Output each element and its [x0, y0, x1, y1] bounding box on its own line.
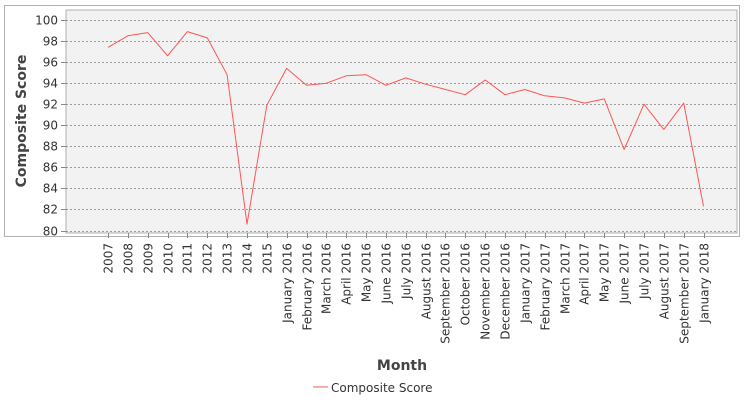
x-tick-label: January 2017: [519, 243, 533, 324]
y-tick-label: 98: [43, 35, 58, 49]
x-tick-label: November 2016: [479, 243, 493, 340]
y-tick-label: 92: [43, 98, 58, 112]
y-tick-label: 96: [43, 56, 58, 70]
y-tick-label: 90: [43, 119, 58, 133]
x-tick-label: 2012: [201, 243, 215, 274]
y-tick-label: 94: [43, 77, 58, 91]
x-tick-label: April 2016: [340, 243, 354, 305]
x-tick-label: 2008: [122, 243, 136, 274]
x-tick-label: April 2017: [578, 243, 592, 305]
x-tick-label: August 2017: [658, 243, 672, 319]
x-tick-label: October 2016: [459, 243, 473, 325]
x-tick-label: June 2016: [380, 243, 394, 305]
x-tick-label: 2007: [102, 243, 116, 274]
x-tick-label: July 2017: [638, 243, 652, 300]
y-tick-label: 88: [43, 140, 58, 154]
x-tick-label: January 2018: [698, 243, 712, 324]
x-tick-label: June 2017: [618, 243, 632, 305]
x-tick-label: 2014: [241, 243, 255, 274]
x-tick-label: December 2016: [499, 243, 513, 340]
x-tick-label: March 2016: [320, 243, 334, 314]
x-tick-label: 2013: [221, 243, 235, 274]
y-tick-label: 80: [43, 225, 58, 239]
x-tick-label: 2015: [261, 243, 275, 274]
x-tick-label: September 2016: [439, 243, 453, 344]
y-tick-label: 100: [35, 14, 58, 28]
y-tick-label: 86: [43, 161, 58, 175]
x-tick-label: January 2016: [281, 243, 295, 324]
x-tick-label: August 2016: [420, 243, 434, 319]
y-axis: 80 82 84 86 88 90 92 94 96 98 100: [35, 14, 66, 239]
series-layer: [107, 31, 704, 225]
x-tick-label: March 2017: [559, 243, 573, 314]
y-axis-title: Composite Score: [14, 55, 30, 188]
x-tick-label: February 2016: [301, 243, 315, 331]
x-tick-label: May 2016: [360, 243, 374, 302]
x-tick-label: February 2017: [539, 243, 553, 331]
x-tick-label: May 2017: [598, 243, 612, 302]
x-tick-label: September 2017: [678, 243, 692, 344]
x-axis-title: Month: [377, 358, 427, 374]
x-axis: 2007 2008 2009 2010 2011 2012 2013 2014 2015 Janu…: [102, 233, 712, 344]
x-tick-label: 2009: [142, 243, 156, 274]
x-tick-label: 2010: [162, 243, 176, 274]
x-tick-label: July 2016: [400, 243, 414, 300]
legend-label: Composite Score: [331, 381, 432, 395]
plot-area: [65, 9, 738, 234]
y-tick-label: 82: [43, 203, 58, 217]
x-tick-label: 2011: [181, 243, 195, 274]
y-tick-label: 84: [43, 182, 58, 196]
legend: Composite Score: [313, 381, 432, 395]
series-line-composite-score: [107, 31, 704, 225]
